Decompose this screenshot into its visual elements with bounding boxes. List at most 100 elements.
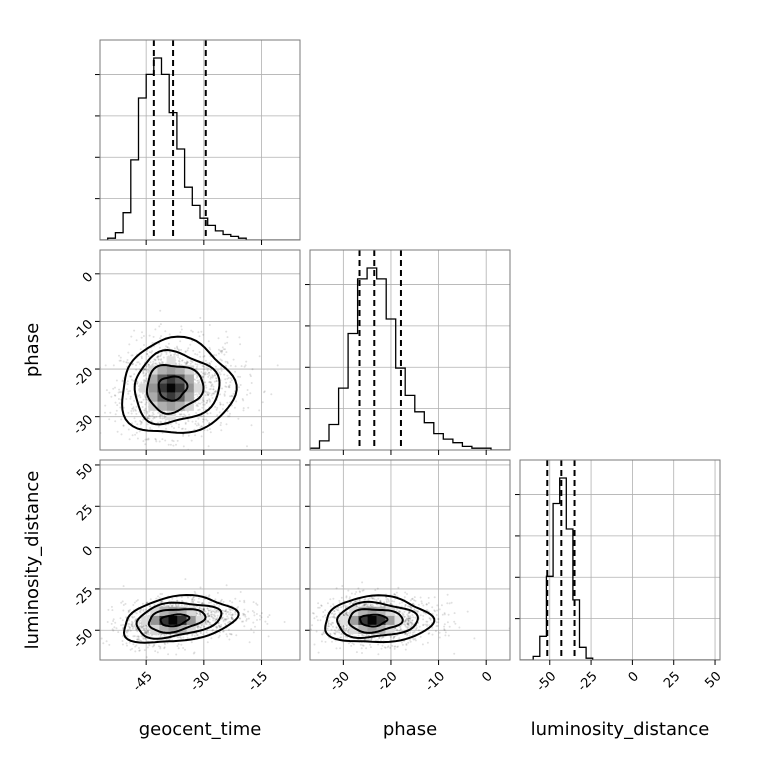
x-tick-label-geocent_time: -30 xyxy=(188,669,214,695)
scatter-point xyxy=(166,641,169,644)
scatter-point xyxy=(218,605,221,607)
scatter-point xyxy=(195,404,198,407)
scatter-point xyxy=(168,333,171,336)
scatter-point xyxy=(166,346,169,349)
scatter-point xyxy=(448,602,451,605)
scatter-point xyxy=(242,612,245,615)
scatter-point xyxy=(407,619,410,622)
scatter-point xyxy=(409,618,412,621)
scatter-point xyxy=(379,639,382,642)
scatter-point xyxy=(154,437,157,440)
scatter-point xyxy=(209,621,212,624)
density-bin xyxy=(184,401,194,411)
scatter-point xyxy=(161,414,164,417)
scatter-point xyxy=(372,604,375,607)
scatter-point xyxy=(145,401,148,404)
scatter-point xyxy=(322,631,325,634)
scatter-point xyxy=(429,617,432,620)
scatter-point xyxy=(217,337,220,340)
scatter-point xyxy=(338,620,341,622)
scatter-point xyxy=(407,619,410,622)
scatter-point xyxy=(201,602,204,605)
scatter-point xyxy=(138,623,141,625)
scatter-point xyxy=(213,610,215,613)
scatter-point xyxy=(157,595,159,598)
scatter-point xyxy=(229,608,232,611)
scatter-point xyxy=(201,602,204,605)
scatter-point xyxy=(161,600,164,603)
density-bin xyxy=(394,615,404,625)
scatter-point xyxy=(232,358,235,361)
scatter-point xyxy=(331,616,334,618)
scatter-point xyxy=(157,425,160,428)
scatter-point xyxy=(148,363,151,366)
scatter-point xyxy=(413,599,416,602)
scatter-point xyxy=(149,361,152,364)
scatter-point xyxy=(406,622,409,625)
scatter-point xyxy=(329,605,332,608)
scatter-point xyxy=(142,627,145,630)
scatter-point xyxy=(152,362,155,365)
scatter-point xyxy=(209,412,212,415)
scatter-point xyxy=(221,616,224,619)
scatter-point xyxy=(378,637,380,639)
scatter-point xyxy=(338,631,341,634)
scatter-point xyxy=(242,409,245,412)
scatter-point xyxy=(398,609,400,612)
scatter-point xyxy=(385,600,388,603)
scatter-point xyxy=(327,619,330,622)
scatter-point xyxy=(206,641,209,644)
scatter-point xyxy=(197,331,200,334)
scatter-point xyxy=(231,601,234,604)
scatter-point xyxy=(202,355,205,358)
scatter-point xyxy=(202,607,205,610)
scatter-point xyxy=(371,597,373,600)
x-tick-label-luminosity_distance: -50 xyxy=(534,669,560,695)
scatter-point xyxy=(194,393,196,396)
scatter-point xyxy=(200,371,203,373)
scatter-point xyxy=(231,618,234,621)
density-bin xyxy=(184,383,194,393)
scatter-point xyxy=(252,631,255,634)
scatter-point xyxy=(235,607,238,610)
scatter-point xyxy=(196,403,199,406)
scatter-point xyxy=(407,623,410,626)
scatter-point xyxy=(259,614,262,617)
scatter-point xyxy=(415,628,417,631)
scatter-point xyxy=(226,635,229,638)
scatter-point xyxy=(186,637,189,639)
density-bin xyxy=(340,615,350,625)
scatter-point xyxy=(146,416,149,419)
y-axis-title-luminosity-distance: luminosity_distance xyxy=(22,471,43,650)
scatter-point xyxy=(142,624,145,627)
scatter-point xyxy=(247,617,250,620)
contour-geocent_time-phase-0 xyxy=(157,375,189,402)
scatter-point xyxy=(124,602,127,605)
scatter-point xyxy=(334,631,337,633)
scatter-point xyxy=(409,621,412,624)
scatter-point xyxy=(227,610,230,613)
scatter-point xyxy=(228,384,231,387)
scatter-point xyxy=(228,415,231,418)
scatter-point xyxy=(200,415,203,418)
scatter-point xyxy=(209,399,211,402)
scatter-point xyxy=(143,632,146,635)
scatter-point xyxy=(135,405,138,408)
scatter-point xyxy=(191,634,194,637)
scatter-point xyxy=(408,622,410,625)
scatter-point xyxy=(154,328,157,331)
scatter-point xyxy=(205,402,208,404)
scatter-point xyxy=(216,591,219,594)
scatter-point xyxy=(203,372,206,375)
scatter-point xyxy=(134,627,137,630)
x-tick-label-geocent_time: -15 xyxy=(246,669,272,695)
scatter-point xyxy=(208,618,211,621)
scatter-point xyxy=(368,597,371,600)
scatter-point xyxy=(223,353,226,356)
scatter-point xyxy=(222,630,225,633)
scatter-point xyxy=(199,402,202,405)
scatter-point xyxy=(139,619,142,622)
scatter-point xyxy=(393,647,396,650)
scatter-point xyxy=(174,603,177,606)
scatter-point xyxy=(425,612,427,615)
